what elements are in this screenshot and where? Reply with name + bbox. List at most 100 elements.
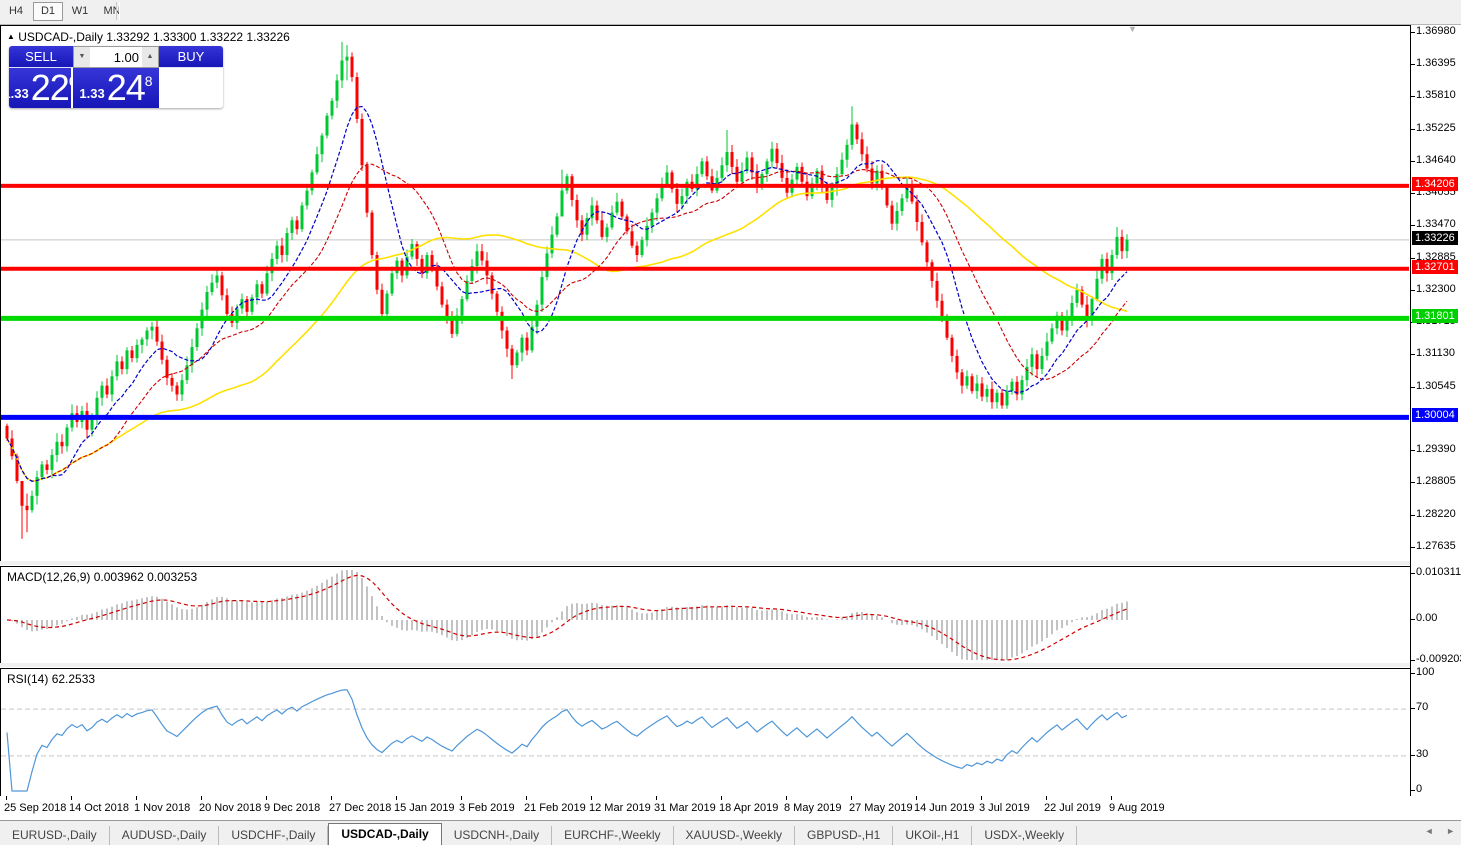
up-candle-body [545,253,549,278]
up-candle-body [325,115,329,136]
timeframe-button-mn[interactable]: MN [103,5,121,17]
tab-usdchf[interactable]: USDCHF-,Daily [219,826,329,845]
main-price-pane[interactable]: ▲ USDCAD-,Daily 1.33292 1.33300 1.33222 … [0,24,1411,563]
down-candle-body [360,118,364,166]
tabs: EURUSD-,Daily AUDUSD-,Daily USDCHF-,Daily U… [0,823,1078,845]
macd-canvas[interactable] [1,567,1409,662]
sell-price-pips: 22 [30,67,70,108]
horizontal-level-line[interactable] [1,315,1409,321]
price-axis-label: 1.29390 [1416,443,1456,456]
date-label: 21 Feb 2019 [524,802,586,814]
tab-eurchf[interactable]: EURCHF-,Weekly [552,826,674,845]
tab-scroll-buttons: ◄ ► [1415,826,1455,836]
pane-separator[interactable] [0,663,1410,667]
price-chart-canvas[interactable] [1,26,1409,560]
up-candle-body [605,227,609,237]
tab-xauusd[interactable]: XAUUSD-,Weekly [674,826,795,845]
up-candle-body [465,280,469,300]
candles [5,41,1129,539]
symbol-ohlc-title: ▲ USDCAD-,Daily 1.33292 1.33300 1.33222 … [7,30,290,44]
up-candle-body [250,297,254,312]
down-candle-body [935,280,939,301]
down-candle-body [955,355,959,373]
down-candle-body [295,220,299,230]
horizontal-level-line[interactable] [1,414,1409,420]
down-candle-body [865,154,869,169]
down-candle-body [25,505,29,511]
down-candle-body [990,388,994,403]
title-marker-icon: ▲ [7,32,15,41]
up-candle-body [125,350,129,370]
up-candle-body [995,392,999,403]
up-candle-body [1070,302,1074,318]
price-axis-label: 1.31130 [1416,347,1455,360]
date-axis[interactable]: 25 Sep 2018 14 Oct 2018 1 Nov 2018 20 Nov 2… [0,796,1461,820]
volume-input[interactable] [90,47,142,67]
date-label: 27 Dec 2018 [329,802,392,814]
buy-price-button[interactable]: 1.33 24 8 [73,67,159,108]
tab-usdx[interactable]: USDX-,Weekly [972,826,1078,845]
up-candle-body [1010,381,1014,392]
down-candle-body [775,148,779,164]
pane-separator[interactable] [0,561,1410,565]
price-axis-label: 1.35225 [1416,121,1456,134]
down-candle-body [630,231,634,246]
down-candle-body [805,181,809,197]
tab-gbpusd[interactable]: GBPUSD-,H1 [795,826,894,845]
up-candle-body [565,176,569,191]
up-candle-body [135,344,139,359]
down-candle-body [510,348,514,366]
rsi-pane[interactable]: RSI(14) 62.2533 [0,668,1411,798]
down-candle-body [1015,381,1019,395]
price-badge: 1.32701 [1412,259,1458,274]
volume-increase-button[interactable]: ▲ [142,47,158,67]
up-candle-body [35,477,39,496]
up-candle-body [150,326,154,331]
tab-eurusd[interactable]: EURUSD-,Daily [0,826,110,845]
price-axis-label: 1.36980 [1416,25,1456,37]
horizontal-level-line[interactable] [1,183,1409,188]
price-axis[interactable]: 1.36980 1.36395 1.35810 1.35225 1.34640 1.340… [1410,25,1461,796]
buy-button[interactable]: BUY [159,46,223,68]
price-axis-label: 1.28220 [1416,507,1456,520]
price-axis-label: 1.32885 [1416,250,1456,263]
up-candle-body [190,347,194,366]
tab-audusd[interactable]: AUDUSD-,Daily [110,826,220,845]
down-candle-body [5,425,9,439]
price-badge: 1.31801 [1412,309,1458,324]
date-label: 27 May 2019 [849,802,913,814]
timeframe-button-h4[interactable]: H4 [8,5,24,17]
up-candle-body [615,201,619,213]
axis-tick [1411,225,1415,227]
horizontal-level-line[interactable] [1,266,1409,271]
axis-tick [1411,257,1415,259]
sell-price-point: 6 [69,73,77,89]
tab-usdcad[interactable]: USDCAD-,Daily [328,823,442,845]
down-candle-body [750,157,754,173]
up-candle-body [470,266,474,281]
up-candle-body [240,299,244,309]
up-candle-body [1110,255,1114,274]
macd-pane[interactable]: MACD(12,26,9) 0.003962 0.003253 [0,566,1411,665]
timeframe-button-d1[interactable]: D1 [33,2,63,21]
buy-price-point: 8 [144,73,153,89]
sell-button[interactable]: SELL [9,46,73,68]
tab-ukoil[interactable]: UKOil-,H1 [893,826,973,845]
price-axis-label: 1.35810 [1416,89,1456,102]
tab-usdcnh[interactable]: USDCNH-,Daily [442,826,553,845]
sell-price-button[interactable]: 1.33 22 6 [9,67,77,108]
symbol-name: USDCAD-,Daily [18,30,103,44]
price-badge: 1.30004 [1412,408,1458,423]
axis-tick [1411,193,1415,195]
up-candle-body [100,385,104,398]
axis-tick [1411,32,1415,33]
timeframe-button-w1[interactable]: W1 [71,5,89,17]
volume-decrease-button[interactable]: ▼ [74,47,90,67]
rsi-canvas[interactable] [1,669,1409,795]
up-candle-body [320,135,324,155]
down-candle-body [450,319,454,334]
price-badge: 1.33226 [1412,230,1458,245]
price-axis-label: 1.28805 [1416,475,1456,488]
tab-scroll-right-button[interactable]: ► [1446,826,1455,836]
tab-scroll-left-button[interactable]: ◄ [1424,826,1434,836]
